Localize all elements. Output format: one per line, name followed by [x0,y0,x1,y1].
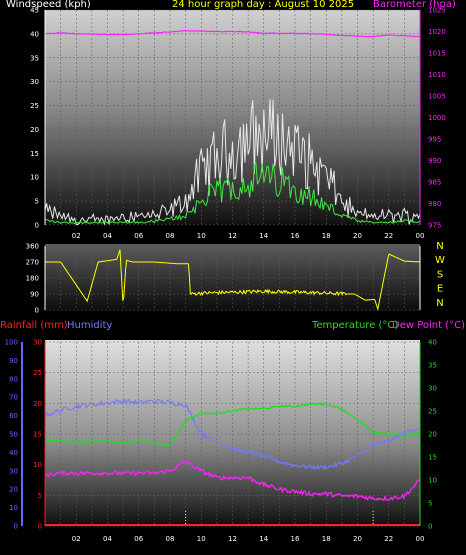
humidity-tick-label: 0 [14,523,18,531]
humidity-tick-label: 10 [9,504,18,512]
windspeed-label: Windspeed (kph) [6,0,91,10]
y-tick-label: 30 [30,78,39,86]
y2-tick-label: 995 [428,136,441,144]
x-tick-label: 06 [134,535,143,543]
series-barometer [44,29,421,38]
y2-tick-label: 990 [428,157,441,165]
y2-tick-label: 980 [428,200,441,208]
x-tick-label: 04 [103,535,112,543]
series-wind-gust [44,99,421,226]
rain-tick-label: 20 [33,400,42,408]
x-tick-label: 00 [416,535,425,543]
y-tick-label: 360 [26,243,39,251]
compass-label: W [435,255,445,266]
rain-tick-label: 10 [33,461,42,469]
series-wind-average [44,161,421,225]
y2-tick-label: 1025 [428,7,446,15]
rain-tick-label: 30 [33,339,42,347]
rain-tick-label: 0 [38,523,42,531]
temp-tick-label: 30 [428,385,437,393]
x-tick-label: 16 [291,535,300,543]
temp-tick-label: 25 [428,408,437,416]
y-tick-label: 45 [30,7,39,15]
series-temperature [44,402,421,447]
humidity-tick-label: 70 [9,394,18,402]
x-tick-label: 14 [259,535,268,543]
rain-tick-label: 25 [33,369,42,377]
wind-plot-area [45,10,420,225]
humidity-tick-label: 30 [9,467,18,475]
y-tick-label: 10 [30,174,39,182]
y-tick-label: 25 [30,102,39,110]
y-tick-label: 35 [30,54,39,62]
humidity-tick-label: 50 [9,431,18,439]
rainfall-label: Rainfall (mm) [0,320,68,331]
temp-tick-label: 20 [428,431,437,439]
humidity-tick-label: 90 [9,357,18,365]
y2-tick-label: 1005 [428,93,446,101]
x-tick-label: 20 [353,232,362,240]
compass-label: N [436,298,443,309]
y2-tick-label: 1010 [428,71,446,79]
x-tick-label: 16 [291,232,300,240]
x-tick-label: 10 [197,535,206,543]
temp-tick-label: 40 [428,339,437,347]
x-tick-label: 08 [166,535,175,543]
y-tick-label: 20 [30,126,39,134]
humidity-label: Humidity [67,320,113,331]
humidity-tick-label: 20 [9,486,18,494]
y-tick-label: 40 [30,30,39,38]
y2-tick-label: 975 [428,222,441,230]
humidity-tick-label: 80 [9,375,18,383]
x-tick-label: 06 [134,232,143,240]
series-wind-direction [45,249,421,312]
compass-label: N [436,241,443,252]
dewpoint-label: Dew Point (°C) [392,320,466,331]
x-tick-label: 20 [353,535,362,543]
y-tick-label: 180 [26,275,39,283]
graph-title: 24 hour graph day : August 10 2025 [172,0,355,10]
y-tick-label: 270 [26,259,39,267]
x-tick-label: 02 [72,232,81,240]
humidity-tick-label: 60 [9,412,18,420]
y-tick-label: 90 [30,291,39,299]
compass-label: E [437,284,443,295]
x-tick-label: 04 [103,232,112,240]
y-tick-label: 5 [35,198,39,206]
y-tick-label: 0 [35,222,39,230]
series-humidity [44,397,421,471]
temp-tick-label: 0 [428,523,432,531]
x-tick-label: 22 [384,232,393,240]
y-tick-label: 0 [35,307,39,315]
barometer-label: Barometer (hpa) [373,0,456,10]
x-tick-label: 14 [259,232,268,240]
temp-tick-label: 10 [428,477,437,485]
x-tick-label: 22 [384,535,393,543]
humidity-tick-label: 40 [9,449,18,457]
rain-tick-label: 15 [33,431,42,439]
y2-tick-label: 1000 [428,114,446,122]
x-tick-label: 18 [322,535,331,543]
temp-tick-label: 15 [428,454,437,462]
x-tick-label: 10 [197,232,206,240]
humidity-tick-label: 100 [5,339,18,347]
y2-tick-label: 1020 [428,28,446,36]
x-tick-label: 12 [228,535,237,543]
temp-tick-label: 5 [428,500,432,508]
temp-tick-label: 35 [428,362,437,370]
y-tick-label: 15 [30,150,39,158]
x-tick-label: 02 [72,535,81,543]
x-tick-label: 00 [416,232,425,240]
y2-tick-label: 985 [428,179,441,187]
x-tick-label: 08 [166,232,175,240]
temperature-label: Temperature (°C) [312,320,399,331]
compass-label: S [437,269,443,280]
series-dew-point [44,460,421,502]
rain-tick-label: 5 [38,492,42,500]
x-tick-label: 12 [228,232,237,240]
y2-tick-label: 1015 [428,50,446,58]
x-tick-label: 18 [322,232,331,240]
